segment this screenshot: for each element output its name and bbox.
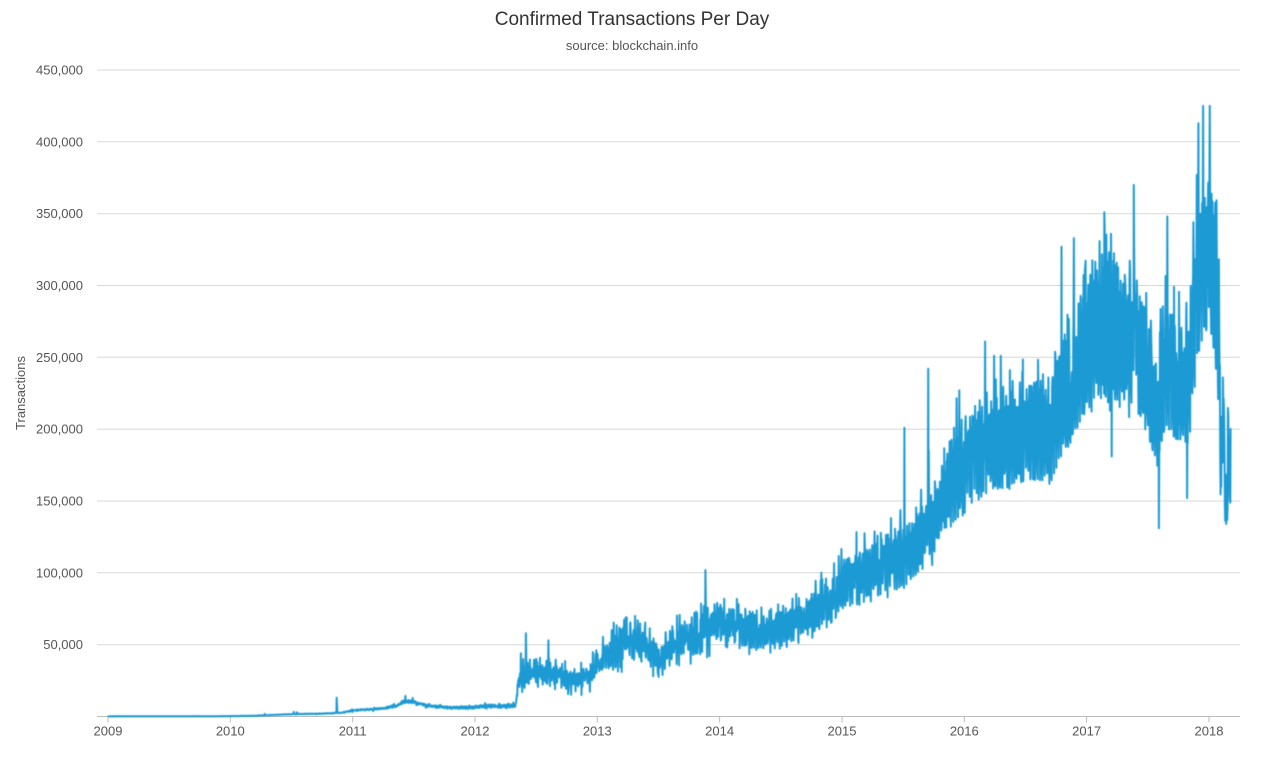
svg-text:2018: 2018 — [1195, 724, 1224, 739]
svg-text:2016: 2016 — [950, 724, 979, 739]
svg-text:source: blockchain.info: source: blockchain.info — [566, 38, 698, 53]
svg-text:2011: 2011 — [339, 724, 367, 739]
svg-text:150,000: 150,000 — [36, 494, 83, 509]
svg-text:350,000: 350,000 — [36, 206, 83, 221]
svg-text:50,000: 50,000 — [43, 637, 83, 652]
svg-text:2009: 2009 — [94, 724, 123, 739]
svg-text:Transactions: Transactions — [13, 356, 28, 430]
svg-text:450,000: 450,000 — [36, 63, 83, 78]
svg-text:2015: 2015 — [828, 724, 857, 739]
svg-text:2010: 2010 — [216, 724, 245, 739]
svg-text:2013: 2013 — [583, 724, 612, 739]
svg-text:300,000: 300,000 — [36, 278, 83, 293]
svg-text:Confirmed Transactions Per Day: Confirmed Transactions Per Day — [495, 9, 770, 30]
svg-text:100,000: 100,000 — [36, 565, 83, 580]
svg-text:2017: 2017 — [1072, 724, 1101, 739]
svg-text:2012: 2012 — [461, 724, 490, 739]
svg-text:2014: 2014 — [705, 724, 734, 739]
svg-text:400,000: 400,000 — [36, 134, 83, 149]
svg-text:200,000: 200,000 — [36, 422, 83, 437]
svg-text:250,000: 250,000 — [36, 350, 83, 365]
